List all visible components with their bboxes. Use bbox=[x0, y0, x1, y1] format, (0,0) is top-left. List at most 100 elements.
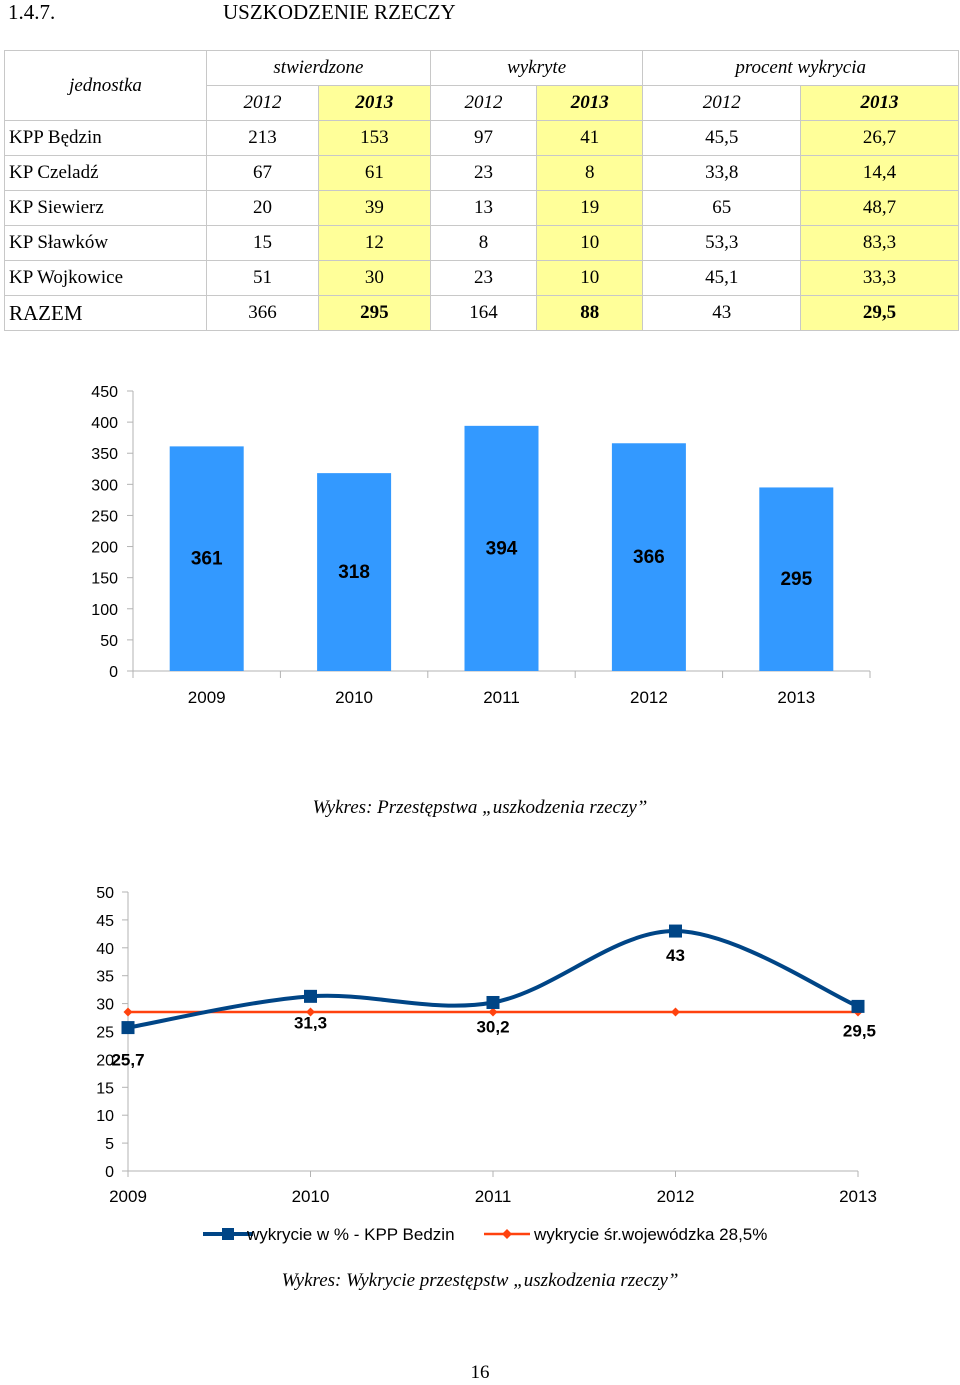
table-cell: 51 bbox=[206, 260, 319, 296]
legend-marker-average bbox=[502, 1229, 512, 1239]
total-label: RAZEM bbox=[4, 295, 207, 331]
data-point-average bbox=[123, 1007, 133, 1017]
table-cell: 83,3 bbox=[800, 225, 959, 261]
table-cell: 39 bbox=[317, 190, 431, 226]
table-cell: 20 bbox=[206, 190, 319, 226]
row-unit-name: KP Siewierz bbox=[4, 190, 207, 226]
table-cell: 88 bbox=[536, 295, 644, 331]
table-cell: 45,1 bbox=[642, 260, 802, 296]
table-cell: 61 bbox=[317, 155, 431, 191]
legend-label-average: wykrycie śr.wojewódzka 28,5% bbox=[533, 1225, 767, 1244]
y-tick-label: 15 bbox=[96, 1080, 114, 1097]
x-tick-label: 2011 bbox=[475, 1187, 512, 1206]
row-unit-name: KPP Będzin bbox=[4, 120, 207, 156]
y-tick-label: 200 bbox=[91, 540, 118, 557]
bar-data-label: 295 bbox=[780, 569, 812, 590]
legend-label-kpp: wykrycie w % - KPP Bedzin bbox=[246, 1225, 455, 1244]
table-group-header-row: jednostka stwierdzone wykryte procent wy… bbox=[4, 50, 959, 121]
data-point-kpp bbox=[669, 924, 682, 938]
year-header: 2013 bbox=[317, 85, 431, 121]
table-row: KP Siewierz 20 39 13 19 65 48,7 bbox=[4, 190, 959, 226]
line-chart: 0 5 10 15 20 25 30 35 40 45 50 2009 2010 2011 2012 2013… bbox=[96, 885, 877, 1244]
table-cell: 366 bbox=[206, 295, 319, 331]
legend-marker-kpp bbox=[222, 1228, 234, 1240]
table-cell: 43 bbox=[642, 295, 802, 331]
line-data-label: 30,2 bbox=[476, 1017, 509, 1036]
y-tick-label: 0 bbox=[109, 664, 118, 681]
y-tick-label: 50 bbox=[100, 633, 118, 650]
year-header: 2012 bbox=[429, 85, 538, 121]
y-tick-label: 50 bbox=[96, 885, 114, 902]
table-cell: 8 bbox=[429, 225, 538, 261]
data-point-kpp bbox=[486, 995, 500, 1009]
table-cell: 23 bbox=[429, 260, 538, 296]
page-number: 16 bbox=[470, 1362, 490, 1383]
bar bbox=[611, 443, 686, 671]
table-cell: 14,4 bbox=[800, 155, 959, 191]
bar bbox=[759, 487, 834, 671]
data-point-average bbox=[488, 1007, 498, 1017]
x-tick-label: 2009 bbox=[188, 688, 226, 707]
table-cell: 41 bbox=[536, 120, 644, 156]
table-total-row: RAZEM 366 295 164 88 43 29,5 bbox=[4, 295, 959, 331]
row-unit-name: KP Wojkowice bbox=[4, 260, 207, 296]
bar-chart-caption: Wykres: Przestępstwa „uszkodzenia rzeczy… bbox=[312, 797, 648, 818]
header-unit: jednostka bbox=[4, 50, 207, 121]
year-header: 2012 bbox=[206, 85, 319, 121]
bar bbox=[169, 446, 244, 671]
row-unit-name: KP Czeladź bbox=[4, 155, 207, 191]
table-cell: 30 bbox=[317, 260, 431, 296]
x-tick-label: 2011 bbox=[483, 688, 520, 707]
y-tick-label: 450 bbox=[91, 384, 118, 401]
table-cell: 65 bbox=[642, 190, 802, 226]
bar-chart: 0 50 100 150 200 250 300 350 400 450 361 2009 318 201… bbox=[91, 384, 871, 707]
table-cell: 53,3 bbox=[642, 225, 802, 261]
x-tick-label: 2012 bbox=[630, 688, 668, 707]
row-unit-name: KP Sławków bbox=[4, 225, 207, 261]
x-tick-label: 2010 bbox=[335, 688, 373, 707]
table-row: KP Wojkowice 51 30 23 10 45,1 33,3 bbox=[4, 260, 959, 296]
y-tick-label: 250 bbox=[91, 508, 118, 525]
bar bbox=[317, 473, 392, 671]
table-cell: 213 bbox=[206, 120, 319, 156]
line-data-label: 43 bbox=[666, 946, 685, 965]
line-data-label: 31,3 bbox=[294, 1013, 327, 1032]
y-tick-label: 30 bbox=[96, 997, 114, 1014]
table-cell: 48,7 bbox=[800, 190, 959, 226]
bar-data-label: 318 bbox=[338, 562, 370, 583]
table-row: KP Czeladź 67 61 23 8 33,8 14,4 bbox=[4, 155, 959, 191]
header-detection-rate: procent wykrycia bbox=[642, 50, 959, 86]
section-heading: 1.4.7. USZKODZENIE RZECZY bbox=[8, 0, 456, 25]
header-detected: wykryte bbox=[429, 50, 644, 86]
bar-data-label: 394 bbox=[486, 538, 518, 559]
table-cell: 164 bbox=[429, 295, 538, 331]
table-cell: 33,8 bbox=[642, 155, 802, 191]
bar bbox=[464, 425, 539, 671]
table-cell: 45,5 bbox=[642, 120, 802, 156]
line-data-label: 25,7 bbox=[111, 1051, 144, 1070]
x-tick-label: 2012 bbox=[657, 1187, 695, 1206]
data-point-average bbox=[306, 1007, 315, 1017]
y-tick-label: 5 bbox=[105, 1136, 114, 1153]
table-cell: 8 bbox=[536, 155, 644, 191]
table-cell: 19 bbox=[536, 190, 644, 226]
data-point-kpp bbox=[121, 1021, 135, 1035]
year-header: 2013 bbox=[800, 85, 959, 121]
year-header: 2013 bbox=[536, 85, 644, 121]
table-cell: 33,3 bbox=[800, 260, 959, 296]
section-number: 1.4.7. bbox=[8, 0, 56, 24]
table-cell: 10 bbox=[536, 260, 644, 296]
table-cell: 10 bbox=[536, 225, 644, 261]
section-title: USZKODZENIE RZECZY bbox=[223, 0, 456, 24]
y-tick-label: 40 bbox=[96, 941, 114, 958]
table-cell: 23 bbox=[429, 155, 538, 191]
statistics-table: jednostka stwierdzone wykryte procent wy… bbox=[4, 50, 959, 331]
table-year-header-row: 2012 2013 2012 2013 2012 2013 bbox=[5, 85, 959, 121]
y-tick-label: 0 bbox=[105, 1164, 114, 1181]
y-tick-label: 45 bbox=[96, 913, 114, 930]
x-tick-label: 2010 bbox=[292, 1187, 330, 1206]
table-cell: 97 bbox=[429, 120, 538, 156]
y-tick-label: 400 bbox=[91, 415, 118, 432]
table-cell: 29,5 bbox=[800, 295, 959, 331]
table-cell: 15 bbox=[206, 225, 319, 261]
